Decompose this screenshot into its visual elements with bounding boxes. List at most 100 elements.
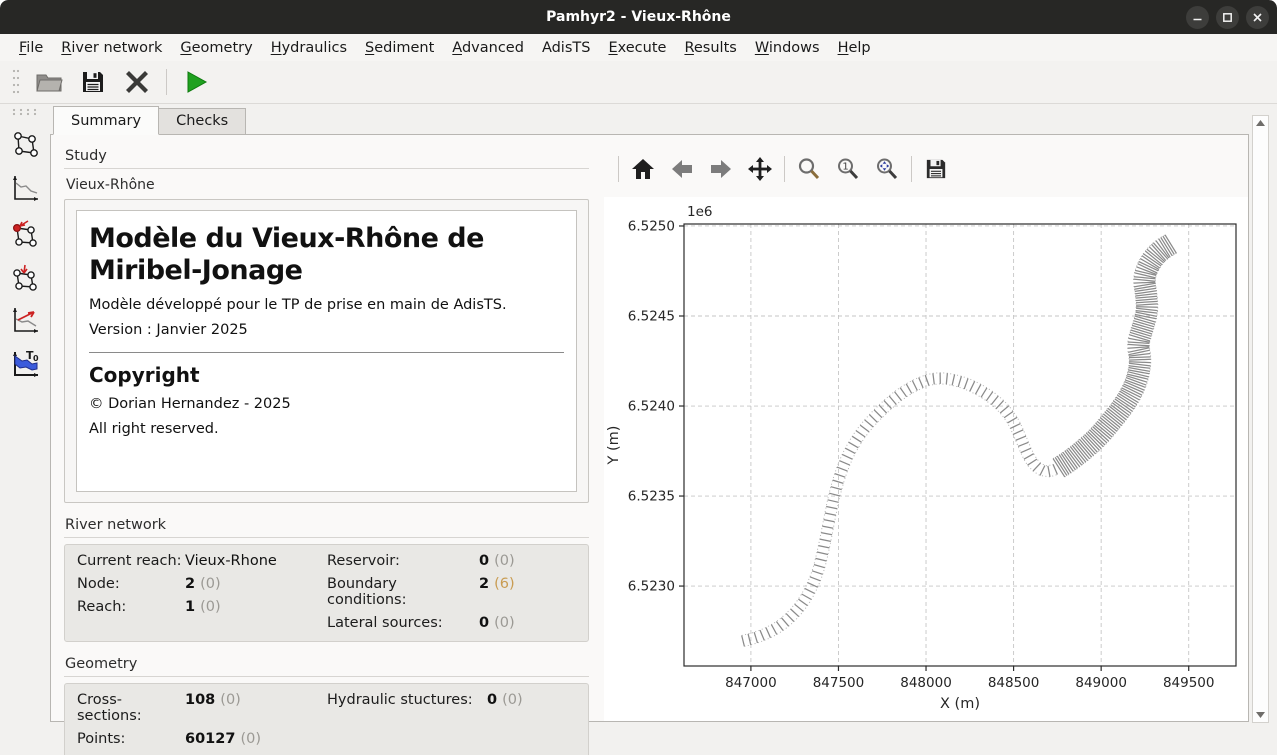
window-controls	[1186, 0, 1269, 34]
sidebar-river-network-button[interactable]	[8, 128, 42, 160]
content-area: Summary Checks Study Vieux-Rhône Modèle …	[50, 104, 1277, 755]
save-figure-icon	[926, 159, 946, 179]
lateral-sources-icon	[13, 264, 37, 291]
svg-text:848000: 848000	[900, 675, 952, 691]
menu-results[interactable]: Results	[684, 39, 737, 56]
close-study-button[interactable]	[122, 67, 152, 97]
save-icon	[83, 72, 103, 92]
tab-summary[interactable]: Summary	[53, 106, 160, 135]
plot-zoom-initial-button[interactable]: 1	[833, 154, 863, 184]
summary-left-column: Study Vieux-Rhône Modèle du Vieux-Rhône …	[51, 135, 604, 755]
tabbar: Summary Checks	[50, 104, 1277, 135]
plot-zoom-fit-button[interactable]	[872, 154, 902, 184]
menu-sediment[interactable]: Sediment	[365, 39, 435, 56]
titlebar[interactable]: Pamhyr2 - Vieux-Rhône	[0, 0, 1277, 34]
t0-initial-state-icon: T 0	[13, 349, 39, 377]
menu-hydraulics[interactable]: Hydraulics	[270, 39, 347, 56]
vertical-scrollbar[interactable]	[1252, 115, 1269, 723]
menu-execute[interactable]: Execute	[608, 39, 667, 56]
plot-toolbar-separator	[618, 156, 619, 182]
stat-lateral-sources: Lateral sources: 0 (0)	[327, 615, 515, 631]
copyright-line2: All right reserved.	[89, 420, 219, 437]
forward-arrow-icon	[711, 160, 731, 178]
sidebar-geometry-button[interactable]	[8, 172, 42, 204]
svg-text:T: T	[26, 349, 34, 362]
svg-text:6.5235: 6.5235	[628, 489, 675, 505]
sidebar-lateral-sources-button[interactable]	[8, 260, 42, 292]
plot-canvas[interactable]: 847000 847500 848000 848500 849000 849500 6.52…	[604, 197, 1248, 721]
svg-text:1: 1	[842, 162, 848, 173]
stat-points: Points: 60127 (0)	[77, 731, 261, 747]
menu-river-network[interactable]: River network	[61, 39, 163, 56]
river-map-figure[interactable]: 847000 847500 848000 848500 849000 849500 6.52…	[604, 197, 1240, 717]
plot-save-button[interactable]	[921, 154, 951, 184]
menu-geometry[interactable]: Geometry	[180, 39, 253, 56]
sidebar-initial-conditions-button[interactable]	[8, 304, 42, 336]
folder-open-icon	[35, 74, 63, 92]
scroll-down-icon	[1256, 712, 1265, 718]
svg-text:847000: 847000	[725, 675, 777, 691]
open-study-button[interactable]	[34, 67, 64, 97]
run-solver-button[interactable]	[181, 67, 211, 97]
pan-icon	[748, 157, 772, 181]
main-area: T 0 Summary Checks Study Vieux-Rhône Mod…	[0, 104, 1277, 755]
maximize-icon	[1223, 12, 1232, 22]
stat-node: Node: 2 (0)	[77, 576, 221, 592]
side-toolbar-drag-handle[interactable]	[10, 108, 40, 116]
plot-forward-button[interactable]	[706, 154, 736, 184]
stat-boundary-conditions: Boundary conditions: 2 (6)	[327, 576, 515, 608]
minimize-button[interactable]	[1186, 5, 1209, 29]
scroll-down-button[interactable]	[1254, 708, 1267, 722]
geometry-profile-icon	[13, 176, 38, 201]
stat-reach: Reach: 1 (0)	[77, 599, 221, 615]
plot-toolbar-separator	[911, 156, 912, 182]
menu-advanced[interactable]: Advanced	[452, 39, 524, 56]
sidebar-boundary-conditions-button[interactable]	[8, 216, 42, 248]
window-title: Pamhyr2 - Vieux-Rhône	[546, 9, 731, 25]
initial-conditions-icon	[13, 308, 38, 333]
menubar: File River network Geometry Hydraulics Sedim…	[0, 34, 1277, 61]
river-network-section-title: River network	[64, 514, 589, 538]
menu-adists[interactable]: AdisTS	[541, 39, 591, 56]
svg-text:848500: 848500	[988, 675, 1040, 691]
sidebar-t0-state-button[interactable]: T 0	[8, 348, 42, 380]
back-arrow-icon	[672, 160, 692, 178]
copyright-line1: © Dorian Hernandez - 2025	[89, 395, 291, 412]
maximize-button[interactable]	[1216, 5, 1239, 29]
save-study-button[interactable]	[78, 67, 108, 97]
svg-text:X (m): X (m)	[940, 696, 980, 712]
menu-windows[interactable]: Windows	[754, 39, 820, 56]
side-toolbar: T 0	[0, 104, 50, 755]
menu-help[interactable]: Help	[837, 39, 871, 56]
study-title: Modèle du Vieux-Rhône de Miribel-Jonage	[89, 223, 484, 287]
river-network-stats: Current reach: Vieux-Rhone Node: 2 (0) Reac…	[64, 544, 589, 642]
scroll-up-icon	[1256, 120, 1265, 126]
svg-text:6.5230: 6.5230	[628, 579, 675, 595]
menu-file[interactable]: File	[19, 39, 44, 56]
plot-pan-button[interactable]	[745, 154, 775, 184]
zoom-rect-icon	[798, 158, 820, 180]
run-icon	[187, 71, 208, 93]
study-line2: Version : Janvier 2025	[89, 321, 248, 338]
svg-text:6.5245: 6.5245	[628, 309, 675, 325]
plot-zoom-button[interactable]	[794, 154, 824, 184]
close-button[interactable]	[1246, 5, 1269, 29]
svg-text:847500: 847500	[813, 675, 865, 691]
divider	[89, 351, 564, 353]
zoom-fit-icon	[877, 158, 898, 180]
scroll-up-button[interactable]	[1254, 116, 1267, 130]
plot-toolbar-separator	[784, 156, 785, 182]
summary-tab-page: Study Vieux-Rhône Modèle du Vieux-Rhône …	[50, 134, 1249, 755]
plot-back-button[interactable]	[667, 154, 697, 184]
plot-home-button[interactable]	[628, 154, 658, 184]
stat-cross-sections: Cross-sections: 108 (0)	[77, 692, 241, 724]
plot-toolbar: 1	[604, 135, 1248, 191]
geometry-section-title: Geometry	[64, 653, 589, 677]
tab-checks[interactable]: Checks	[159, 108, 247, 135]
svg-text:849000: 849000	[1075, 675, 1127, 691]
svg-text:6.5250: 6.5250	[628, 218, 675, 234]
study-section-title: Study	[64, 145, 589, 169]
toolbar-drag-handle[interactable]	[12, 67, 20, 97]
river-map-panel: 1	[604, 135, 1248, 721]
close-icon	[1253, 12, 1262, 22]
